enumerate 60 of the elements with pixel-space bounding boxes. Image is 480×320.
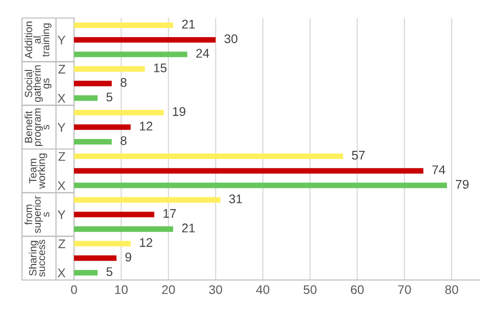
text: Sharing success (28, 240, 46, 277)
x-tick-label: 20 (162, 285, 175, 294)
data-label: 15 (154, 64, 167, 72)
data-label: 79 (456, 180, 469, 189)
bar (74, 80, 112, 86)
x-tick-label: 50 (304, 285, 317, 294)
data-label: 9 (125, 252, 132, 262)
x-tick-label: 30 (209, 285, 222, 294)
bar (74, 255, 116, 261)
bar (74, 240, 131, 246)
bar (74, 52, 188, 58)
data-label: 17 (164, 209, 176, 218)
data-label: 8 (120, 136, 127, 146)
data-label: 57 (352, 150, 365, 160)
data-label: 12 (140, 122, 152, 130)
bar (74, 124, 131, 130)
y-tick-label: Z (58, 64, 66, 74)
bar (74, 212, 154, 218)
data-label: 21 (182, 224, 195, 232)
y-tick-label: Y (58, 36, 66, 44)
x-tick-label: 0 (71, 285, 77, 294)
data-label: 24 (196, 48, 210, 58)
data-label: 21 (182, 20, 195, 29)
bar (74, 95, 98, 101)
data-label: 5 (106, 92, 112, 102)
x-tick-label: 10 (115, 285, 128, 294)
y-tick-label: Y (58, 123, 66, 132)
text: from superior s (24, 196, 50, 234)
x-tick-label: 40 (256, 285, 270, 294)
data-label: 8 (120, 78, 127, 87)
bar (74, 182, 447, 188)
y-tick-label: X (58, 181, 66, 190)
text: Benefit program s (24, 108, 50, 146)
bar (74, 66, 145, 72)
data-label: 31 (229, 194, 242, 204)
bar (74, 197, 220, 203)
bar (74, 154, 344, 160)
bar (74, 226, 174, 232)
y-tick-label: X (58, 268, 66, 278)
bar (74, 110, 164, 116)
x-tick-label: 70 (398, 285, 411, 294)
data-label: 19 (172, 107, 186, 116)
text: Team working (29, 154, 48, 189)
y-tick-label: X (58, 94, 66, 103)
bar (74, 37, 216, 43)
data-label: 12 (140, 238, 152, 247)
data-label: 5 (106, 267, 112, 276)
x-tick-label: 80 (445, 285, 458, 294)
y-tick-label: Y (58, 210, 66, 220)
x-tick-label: 60 (350, 285, 364, 294)
bar (74, 168, 424, 174)
text: Addition al training (24, 22, 52, 59)
bar (74, 270, 98, 276)
bar (74, 138, 112, 144)
y-tick-label: Z (58, 240, 66, 248)
y-tick-label: Z (58, 152, 66, 161)
data-label: 74 (432, 165, 446, 174)
text: Social gatherin gs (24, 65, 52, 102)
bar (74, 22, 174, 28)
data-label: 30 (224, 34, 238, 44)
